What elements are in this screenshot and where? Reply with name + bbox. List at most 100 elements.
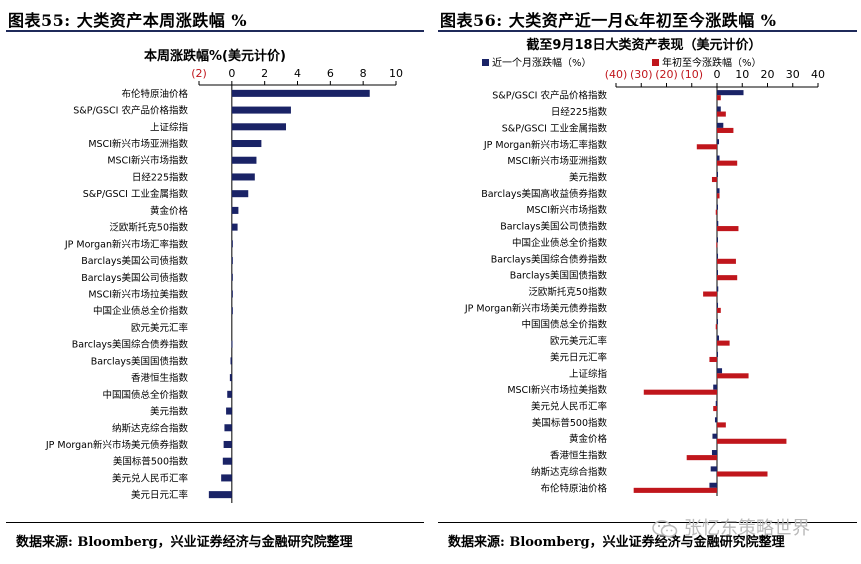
bar bbox=[221, 474, 232, 482]
category-label: 欧元美元汇率 bbox=[131, 322, 189, 334]
category-label: 日经225指数 bbox=[132, 171, 189, 183]
bar bbox=[717, 155, 720, 161]
category-label: 泛欧斯托克50指数 bbox=[109, 222, 188, 234]
x-tick-label: 0 bbox=[714, 68, 721, 81]
bar bbox=[717, 95, 721, 101]
category-label: 美元指数 bbox=[150, 406, 189, 418]
bar bbox=[717, 368, 723, 374]
legend-label: 近一个月涨跌幅（%） bbox=[492, 56, 592, 69]
x-tick-label: 30 bbox=[786, 68, 800, 81]
bar bbox=[715, 400, 717, 407]
category-label: Barclays美国高收益债券指数 bbox=[481, 188, 607, 200]
bar bbox=[226, 407, 232, 415]
bar bbox=[717, 471, 768, 477]
category-label: MSCI新兴市场指数 bbox=[107, 155, 188, 167]
bar bbox=[231, 173, 255, 181]
bar bbox=[703, 291, 717, 297]
bar bbox=[717, 307, 721, 313]
bar bbox=[717, 122, 724, 128]
x-tick-label: 10 bbox=[389, 67, 403, 80]
bar bbox=[717, 422, 726, 428]
bar bbox=[717, 319, 718, 325]
category-label: 香港恒生指数 bbox=[131, 372, 189, 384]
x-tick-label: 8 bbox=[360, 67, 367, 80]
chart-title: 本周涨跌幅%(美元计价) bbox=[144, 48, 286, 64]
bar bbox=[224, 424, 232, 432]
x-tick-label: 6 bbox=[327, 67, 334, 80]
category-label: 美元日元汇率 bbox=[131, 489, 189, 501]
x-tick-label: (20) bbox=[655, 68, 678, 81]
category-label: 美元兑人民币汇率 bbox=[112, 472, 189, 484]
legend-label: 年初至今涨跌幅（%） bbox=[662, 56, 762, 69]
x-tick-label: 0 bbox=[228, 67, 235, 80]
watermark-text: 张忆东策略世界 bbox=[684, 518, 810, 539]
bar bbox=[717, 253, 719, 259]
x-tick-label: (30) bbox=[630, 68, 653, 81]
legend-swatch bbox=[482, 59, 489, 66]
bar bbox=[717, 275, 738, 281]
category-label: 中国国债总全价指数 bbox=[102, 389, 188, 401]
bar bbox=[227, 390, 232, 398]
bar bbox=[717, 193, 720, 199]
category-label: 欧元美元汇率 bbox=[550, 335, 608, 347]
bar bbox=[633, 487, 717, 493]
category-label: 美元兑人民币汇率 bbox=[531, 401, 608, 413]
bar bbox=[717, 171, 718, 177]
source-note-bar: 数据来源: Bloomberg，兴业证券经济与金融研究院整理 bbox=[438, 522, 857, 557]
x-tick-label: 2 bbox=[261, 67, 268, 80]
category-label: Barclays美国综合债券指数 bbox=[72, 339, 189, 351]
monthly-ytd-bar-chart: 截至9月18日大类资产表现（美元计价）近一个月涨跌幅（%） 年初至今涨跌幅（%）(… bbox=[464, 37, 825, 496]
category-label: 中国企业债总全价指数 bbox=[512, 237, 608, 249]
x-tick-label: 4 bbox=[294, 67, 301, 80]
bar bbox=[717, 90, 744, 96]
category-label: Barclays美国公司债指数 bbox=[81, 272, 188, 284]
category-label: 纳斯达克综合指数 bbox=[531, 466, 608, 478]
bar bbox=[717, 127, 734, 133]
source-note: 数据来源: Bloomberg，兴业证券经济与金融研究院整理 bbox=[16, 535, 353, 550]
bar bbox=[717, 111, 726, 117]
category-label: MSCI新兴市场指数 bbox=[526, 204, 607, 216]
category-label: Barclays美国综合债券指数 bbox=[491, 253, 608, 265]
category-label: 香港恒生指数 bbox=[550, 450, 608, 462]
source-note-bar: 数据来源: Bloomberg，兴业证券经济与金融研究院整理 bbox=[6, 522, 424, 557]
legend-swatch bbox=[652, 59, 659, 66]
bar bbox=[717, 188, 720, 194]
bar bbox=[717, 204, 718, 210]
bar bbox=[709, 356, 717, 363]
bar bbox=[717, 335, 720, 341]
bar bbox=[711, 176, 717, 183]
bar bbox=[717, 340, 730, 346]
bar bbox=[715, 324, 717, 330]
category-label: 黄金价格 bbox=[569, 433, 608, 445]
bar bbox=[231, 273, 233, 281]
category-label: 上证综指 bbox=[569, 368, 608, 380]
chart-title: 截至9月18日大类资产表现（美元计价） bbox=[526, 37, 761, 53]
bar bbox=[717, 106, 721, 112]
category-label: S&P/GSCI 工业金属指数 bbox=[502, 122, 608, 134]
bar bbox=[717, 220, 719, 227]
bar bbox=[223, 440, 232, 448]
figure-caption: 图表55: 大类资产本周涨跌幅 % bbox=[8, 11, 248, 30]
category-label: 中国国债总全价指数 bbox=[521, 319, 607, 331]
bar bbox=[717, 160, 738, 166]
bar bbox=[696, 144, 717, 150]
category-label: JP Morgan新兴市场汇率指数 bbox=[64, 238, 189, 250]
bar bbox=[717, 438, 787, 444]
chart-title-bar: 图表55: 大类资产本周涨跌幅 % bbox=[6, 4, 424, 32]
bar bbox=[717, 302, 719, 308]
bar bbox=[231, 123, 287, 131]
x-tick-label: (40) bbox=[605, 68, 628, 81]
category-label: JP Morgan新兴市场美元债券指数 bbox=[45, 439, 189, 451]
bar bbox=[231, 106, 291, 114]
bar bbox=[717, 226, 739, 232]
category-label: S&P/GSCI 农产品价格指数 bbox=[73, 105, 188, 117]
weekly-change-bar-chart: 本周涨跌幅%(美元计价) (2) 0 2 4 6 8 10 布伦特原油价格 S&P/GSCI 农产… bbox=[45, 48, 403, 503]
bar bbox=[713, 384, 717, 390]
category-label: 上证综指 bbox=[150, 121, 189, 133]
bar bbox=[717, 237, 718, 243]
bar bbox=[710, 466, 717, 472]
category-label: 日经225指数 bbox=[551, 106, 608, 118]
bar bbox=[717, 139, 720, 145]
bar bbox=[717, 270, 718, 276]
category-label: MSCI新兴市场亚洲指数 bbox=[507, 155, 607, 167]
